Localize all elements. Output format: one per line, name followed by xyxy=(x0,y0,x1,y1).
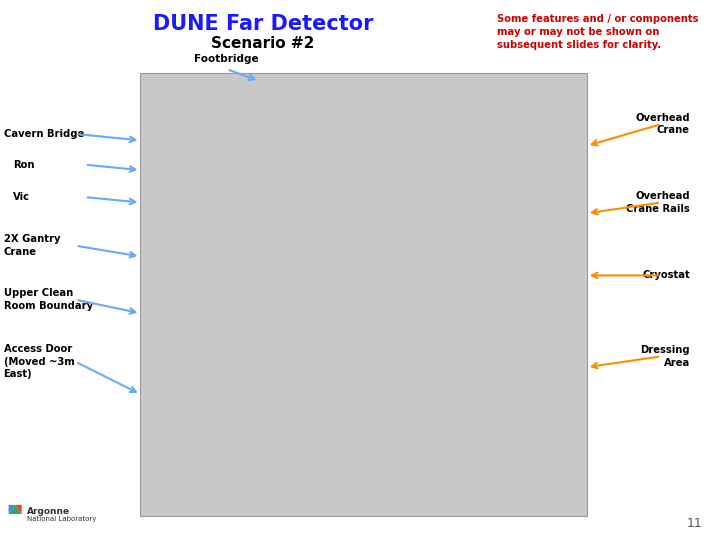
Polygon shape xyxy=(9,505,15,514)
Text: Argonne: Argonne xyxy=(27,508,71,516)
Text: DUNE Far Detector: DUNE Far Detector xyxy=(153,14,373,33)
Polygon shape xyxy=(15,505,22,514)
Text: Ron: Ron xyxy=(13,160,35,170)
FancyBboxPatch shape xyxy=(140,73,587,516)
Text: Vic: Vic xyxy=(13,192,30,202)
Text: Upper Clean
Room Boundary: Upper Clean Room Boundary xyxy=(4,288,93,311)
Text: Cavern Bridge: Cavern Bridge xyxy=(4,129,84,139)
Text: Some features and / or components
may or may not be shown on
subsequent slides f: Some features and / or components may or… xyxy=(497,14,698,50)
Text: Footbridge: Footbridge xyxy=(194,53,259,64)
Text: Access Door
(Moved ~3m
East): Access Door (Moved ~3m East) xyxy=(4,345,74,379)
Text: Overhead
Crane Rails: Overhead Crane Rails xyxy=(626,191,690,214)
Text: 11: 11 xyxy=(686,517,702,530)
Text: Dressing
Area: Dressing Area xyxy=(640,345,690,368)
Polygon shape xyxy=(9,505,22,514)
Text: 2X Gantry
Crane: 2X Gantry Crane xyxy=(4,234,60,257)
Text: Overhead
Crane: Overhead Crane xyxy=(635,113,690,136)
Text: National Laboratory: National Laboratory xyxy=(27,516,96,523)
Text: Scenario #2: Scenario #2 xyxy=(211,36,315,51)
Text: Cryostat: Cryostat xyxy=(642,271,690,280)
